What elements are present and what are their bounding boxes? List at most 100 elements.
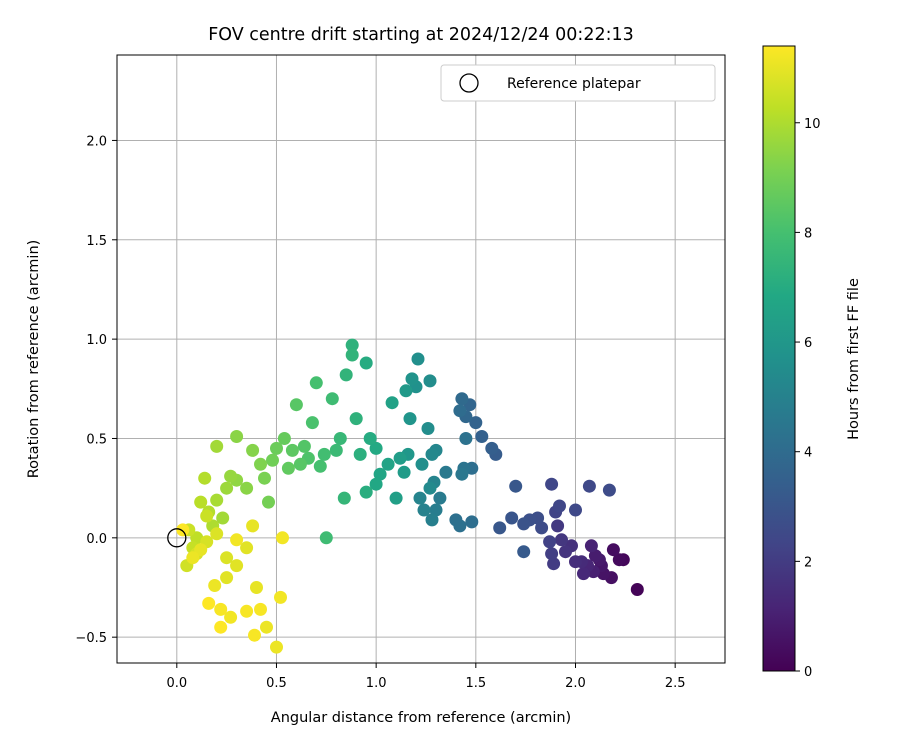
scatter-point: [305, 416, 319, 430]
scatter-point: [411, 352, 425, 366]
scatter-point: [254, 457, 267, 471]
plot-frame: [116, 54, 726, 664]
colorbar-tick-label: 4: [804, 446, 812, 461]
scatter-points: [176, 338, 644, 654]
scatter-point: [210, 439, 224, 453]
scatter-point: [276, 531, 289, 545]
scatter-point: [190, 531, 204, 545]
x-tick-label: 2.5: [665, 676, 686, 691]
scatter-point: [214, 620, 228, 634]
scatter-point: [254, 602, 267, 616]
scatter-point: [289, 398, 303, 412]
scatter-point: [277, 432, 291, 445]
colorbar-label: Hours from first FF file: [846, 278, 862, 440]
scatter-point: [220, 481, 234, 495]
scatter-point: [317, 447, 331, 461]
scatter-point: [584, 539, 598, 553]
colorbar-gradient: [762, 45, 796, 672]
scatter-point: [325, 392, 339, 406]
scatter-point: [415, 457, 429, 471]
colorbar: 0 2 4 6 8 10 Hours from first FF file: [762, 45, 862, 680]
scatter-point: [176, 523, 190, 537]
y-tick-label: 2.0: [86, 134, 107, 149]
scatter-point: [505, 511, 519, 525]
scatter-point: [248, 628, 261, 642]
scatter-point: [588, 549, 602, 563]
scatter-point: [262, 495, 275, 509]
scatter-point: [405, 372, 419, 386]
scatter-point: [385, 396, 399, 410]
scatter-point: [612, 553, 626, 567]
scatter-point: [194, 495, 208, 509]
scatter-point: [543, 535, 557, 549]
scatter-point: [293, 457, 307, 471]
scatter-point: [359, 356, 373, 370]
scatter-point: [485, 441, 499, 455]
colorbar-tick-label: 2: [804, 555, 812, 570]
scatter-point: [240, 481, 254, 495]
legend-label: Reference platepar: [507, 76, 641, 92]
scatter-point: [606, 543, 620, 557]
scatter-point: [220, 551, 234, 565]
scatter-point: [413, 491, 427, 505]
scatter-point: [230, 430, 244, 443]
chart-title: FOV centre drift starting at 2024/12/24 …: [208, 25, 634, 45]
scatter-point: [551, 519, 565, 533]
scatter-point: [577, 567, 590, 581]
scatter-point: [439, 465, 453, 479]
scatter-point: [465, 515, 479, 529]
colorbar-tick-label: 8: [804, 226, 812, 241]
scatter-point: [309, 376, 323, 390]
scatter-point: [246, 443, 260, 457]
scatter-point: [449, 513, 463, 527]
colorbar-tick-label: 0: [804, 665, 812, 680]
scatter-point: [210, 527, 224, 541]
scatter-point: [329, 443, 343, 457]
scatter-point: [266, 453, 279, 467]
scatter-point: [345, 348, 359, 362]
scatter-point: [455, 392, 469, 406]
scatter-point: [425, 513, 439, 527]
scatter-point: [509, 479, 523, 493]
x-tick-label: 1.5: [465, 676, 486, 691]
scatter-point: [297, 439, 311, 453]
y-tick-label: 1.5: [86, 234, 107, 249]
scatter-point: [423, 481, 437, 495]
scatter-point: [258, 471, 271, 485]
scatter-point: [373, 467, 387, 481]
scatter-point: [369, 477, 383, 491]
scatter-point: [393, 451, 407, 465]
scatter-point: [194, 543, 208, 557]
x-axis-label: Angular distance from reference (arcmin): [271, 710, 571, 726]
scatter-point: [333, 432, 347, 445]
x-tick-label: 0.0: [166, 676, 187, 691]
scatter-point: [517, 517, 531, 531]
scatter-point: [186, 551, 200, 565]
scatter-point: [313, 459, 327, 473]
y-tick-label: 0.5: [86, 432, 107, 447]
scatter-point: [417, 503, 431, 517]
scatter-point: [208, 579, 222, 592]
scatter-point: [353, 447, 367, 461]
y-axis-label: Rotation from reference (arcmin): [26, 240, 42, 479]
scatter-point: [246, 519, 260, 533]
scatter-point: [469, 416, 483, 430]
scatter-point: [547, 557, 561, 571]
scatter-point: [493, 521, 507, 535]
scatter-point: [250, 581, 263, 594]
scatter-point: [545, 477, 559, 491]
scatter-point: [433, 491, 447, 505]
scatter-point: [260, 620, 273, 634]
scatter-point: [224, 610, 238, 624]
grid-lines: [117, 55, 725, 663]
scatter-point: [475, 430, 489, 443]
scatter-point: [555, 533, 568, 547]
scatter-point: [517, 545, 531, 559]
scatter-point: [455, 467, 469, 481]
scatter-point: [349, 412, 363, 426]
legend-marker: [459, 73, 479, 93]
scatter-point: [270, 640, 283, 654]
scatter-point: [270, 441, 283, 455]
x-tick-label: 1.0: [366, 676, 387, 691]
scatter-point: [429, 503, 443, 517]
